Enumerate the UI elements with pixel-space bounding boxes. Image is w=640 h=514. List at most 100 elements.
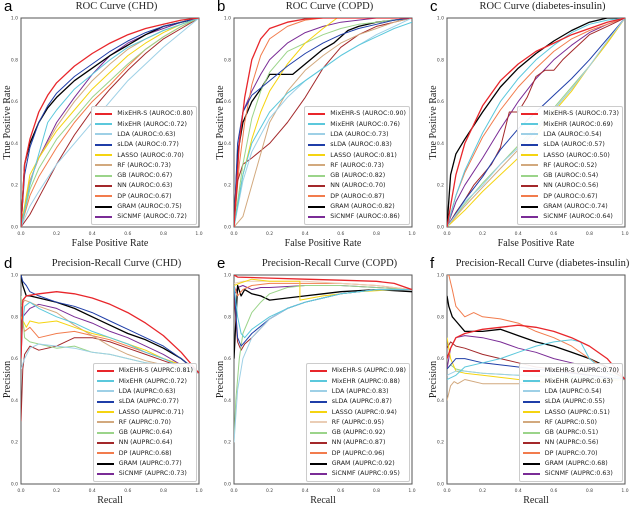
y-tick-label: 0.2 (224, 440, 231, 446)
series-line-mixehr-s (447, 324, 625, 380)
legend: MixEHR-S (AUPRC:0.98) MixEHR (AUPRC:0.88)… (305, 362, 410, 482)
legend-label: RF (AUROC:0.73) (117, 161, 171, 169)
legend-swatch (308, 184, 326, 187)
legend-swatch (308, 205, 326, 208)
legend-swatch (96, 390, 114, 393)
legend-swatch (95, 215, 113, 218)
series-line-mixehr-s (21, 18, 199, 227)
legend-swatch (96, 400, 114, 403)
legend-item: GB (AUROC:0.54) (521, 171, 619, 181)
legend-item: RF (AUPRC:0.95) (309, 417, 406, 427)
legend-item: DP (AUROC:0.67) (95, 191, 193, 201)
y-tick-label: 0.0 (224, 482, 231, 488)
legend-item: sLDA (AUROC:0.57) (521, 140, 619, 150)
legend-label: MixEHR (AUPRC:0.63) (544, 377, 613, 385)
legend-label: MixEHR (AUPRC:0.72) (118, 377, 187, 385)
legend-label: DP (AUPRC:0.68) (118, 449, 172, 457)
y-tick-label: 0.2 (437, 183, 444, 189)
legend-label: DP (AUROC:0.67) (543, 192, 598, 200)
legend-item: LASSO (AUPRC:0.51) (522, 407, 619, 417)
legend: MixEHR-S (AUROC:0.80) MixEHR (AUROC:0.72)… (91, 105, 197, 225)
chart-title: ROC Curve (COPD) (285, 1, 374, 12)
legend-item: MixEHR (AUROC:0.69) (521, 119, 619, 129)
legend-label: MixEHR-S (AUROC:0.80) (117, 110, 193, 118)
series-line-mixehr (447, 18, 625, 227)
legend-label: LASSO (AUPRC:0.71) (118, 408, 184, 416)
legend-label: LASSO (AUPRC:0.94) (331, 408, 397, 416)
legend-swatch (522, 380, 540, 383)
y-tick-label: 0.6 (437, 99, 444, 105)
series-line-dp (447, 18, 625, 227)
legend: MixEHR-S (AUROC:0.73) MixEHR (AUROC:0.69)… (517, 105, 623, 225)
legend-item: SiCNMF (AUROC:0.86) (308, 212, 406, 222)
legend-label: sLDA (AUROC:0.77) (117, 141, 179, 149)
legend-label: NN (AUPRC:0.56) (544, 439, 599, 447)
legend-item: LASSO (AUROC:0.50) (521, 150, 619, 160)
series-line-mixehr-s (234, 275, 412, 291)
legend-item: NN (AUPRC:0.87) (309, 438, 406, 448)
chart-panel-c: c ROC Curve (diabetes-insulin) 0.0 0.2 0.4 0.… (426, 0, 639, 257)
legend-swatch (521, 195, 539, 198)
legend-item: RF (AUROC:0.52) (521, 160, 619, 170)
x-tick-label: 0.4 (89, 488, 96, 494)
x-tick-label: 0.8 (373, 488, 380, 494)
x-tick-label: 0.2 (53, 488, 60, 494)
legend-item: NN (AUROC:0.63) (95, 181, 193, 191)
legend-label: sLDA (AUPRC:0.77) (118, 398, 179, 406)
legend-item: MixEHR-S (AUPRC:0.98) (309, 366, 406, 376)
legend-item: sLDA (AUPRC:0.77) (96, 397, 193, 407)
series-line-nn (447, 18, 625, 227)
legend-swatch (308, 164, 326, 167)
legend-swatch (309, 452, 327, 455)
legend-item: SiCNMF (AUROC:0.72) (95, 212, 193, 222)
legend-label: SiCNMF (AUROC:0.72) (117, 213, 187, 221)
legend-swatch (309, 472, 327, 475)
legend-label: NN (AUROC:0.63) (117, 182, 173, 190)
y-tick-label: 0.8 (437, 314, 444, 320)
y-axis-label: True Positive Rate (215, 85, 226, 160)
y-tick-label: 0.8 (11, 57, 18, 63)
series-line-mixehr-s (234, 18, 412, 227)
legend-item: MixEHR-S (AUPRC:0.81) (96, 366, 193, 376)
y-tick-label: 0.0 (437, 225, 444, 231)
legend-label: GB (AUROC:0.67) (117, 172, 173, 180)
legend-item: GB (AUPRC:0.64) (96, 428, 193, 438)
chart-title: Precision-Recall Curve (CHD) (51, 258, 182, 269)
x-tick-label: 0.4 (515, 488, 522, 494)
series-line-rf (234, 280, 412, 291)
legend-item: GRAM (AUPRC:0.92) (309, 458, 406, 468)
x-tick-label: 1.0 (621, 231, 628, 237)
legend-label: GRAM (AUROC:0.75) (117, 203, 182, 211)
legend-item: RF (AUROC:0.73) (95, 160, 193, 170)
legend-swatch (522, 452, 540, 455)
x-tick-label: 0.4 (89, 231, 96, 237)
legend-label: RF (AUPRC:0.50) (544, 418, 597, 426)
series-line-gram (447, 18, 625, 227)
x-tick-label: 0.0 (17, 488, 24, 494)
x-axis-label: False Positive Rate (498, 238, 575, 249)
x-tick-label: 0.0 (230, 488, 237, 494)
legend-item: MixEHR-S (AUROC:0.73) (521, 109, 619, 119)
panel-label: e (217, 255, 226, 272)
legend-swatch (522, 472, 540, 475)
legend-item: RF (AUROC:0.73) (308, 160, 406, 170)
legend-item: NN (AUROC:0.70) (308, 181, 406, 191)
legend-item: GB (AUROC:0.67) (95, 171, 193, 181)
y-tick-label: 0.0 (437, 482, 444, 488)
y-tick-label: 0.0 (11, 482, 18, 488)
legend-label: DP (AUROC:0.67) (117, 192, 172, 200)
legend-swatch (308, 133, 326, 136)
legend-swatch (96, 452, 114, 455)
panel-label: f (430, 255, 435, 272)
legend-swatch (95, 112, 113, 115)
y-tick-label: 0.6 (224, 99, 231, 105)
legend-item: DP (AUPRC:0.68) (96, 448, 193, 458)
series-line-mixehr (234, 21, 412, 227)
legend-swatch (522, 411, 540, 414)
legend-item: LASSO (AUPRC:0.94) (309, 407, 406, 417)
y-tick-label: 0.8 (11, 314, 18, 320)
y-tick-label: 1.0 (437, 16, 444, 22)
panel-label: d (4, 255, 13, 272)
legend-swatch (309, 369, 327, 372)
legend-swatch (96, 421, 114, 424)
